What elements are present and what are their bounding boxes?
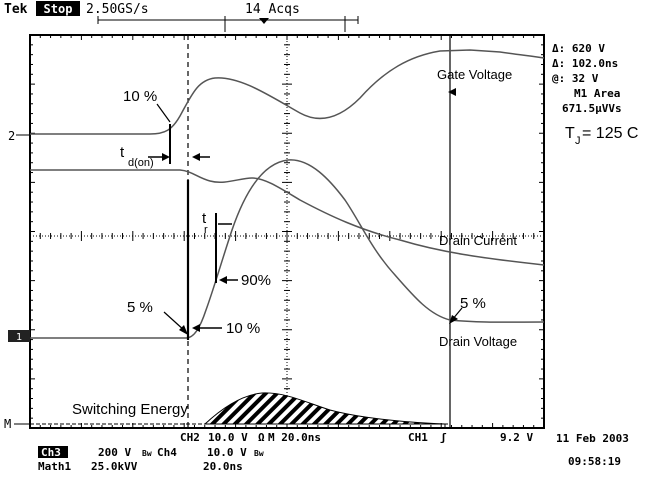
channel-1-marker-badge[interactable] xyxy=(8,330,30,342)
delta-voltage-readout: Δ: 620 V xyxy=(552,42,605,55)
cursor-readouts: Δ: 620 V Δ: 102.0ns @: 32 V M1 Area 671.… xyxy=(552,42,622,115)
drain-voltage-trace xyxy=(30,159,545,339)
brand-label: Tek xyxy=(4,2,28,17)
trigger-position-icon xyxy=(259,18,269,24)
pct5-right-label: 5 % xyxy=(460,295,486,312)
ch4-volts[interactable]: 10.0 V xyxy=(207,446,247,459)
delta-time-readout: Δ: 102.0ns xyxy=(552,57,618,70)
gate-voltage-trace xyxy=(30,49,545,135)
measurement-markup xyxy=(148,88,463,340)
ch2-scale-label[interactable]: CH2 xyxy=(180,431,200,444)
channel-1-marker: 1 xyxy=(16,332,22,343)
ch3-volts[interactable]: 200 V xyxy=(98,446,131,459)
run-state-badge xyxy=(36,1,80,16)
footer-readouts: CH2 10.0 V Ω M 20.0ns CH1 ʃ 9.2 V Ch3 20… xyxy=(38,431,629,473)
ch2-impedance: Ω xyxy=(258,431,265,444)
ch3-bandwidth: Bw xyxy=(142,449,152,458)
math-time[interactable]: 20.0ns xyxy=(203,460,243,473)
ch2-volts[interactable]: 10.0 V xyxy=(208,431,248,444)
junction-temp-label: T xyxy=(565,125,575,142)
record-length-bar xyxy=(97,16,359,32)
at-voltage-readout: @: 32 V xyxy=(552,72,599,85)
gate-voltage-label: Gate Voltage xyxy=(437,67,512,82)
trigger-source[interactable]: CH1 xyxy=(408,431,428,444)
td-on-subscript: d(on) xyxy=(128,157,154,169)
channel-2-marker[interactable]: 2 xyxy=(8,129,15,143)
trigger-slope-icon[interactable]: ʃ xyxy=(440,431,447,444)
drain-voltage-label: Drain Voltage xyxy=(439,334,517,349)
acquisition-count: 14 Acqs xyxy=(245,2,300,17)
area-value-readout: 671.5μVVs xyxy=(562,102,622,115)
timebase[interactable]: M 20.0ns xyxy=(268,431,321,444)
pct10-top-label: 10 % xyxy=(123,88,157,105)
pct5-left-label: 5 % xyxy=(127,299,153,316)
date-readout: 11 Feb 2003 xyxy=(556,432,629,445)
junction-temp-subscript: J xyxy=(575,135,581,147)
tr-label: t xyxy=(202,210,207,227)
junction-temp-value: = 125 C xyxy=(582,125,638,142)
tr-subscript: r xyxy=(204,224,208,236)
time-readout: 09:58:19 xyxy=(568,455,621,468)
ch3-label: Ch3 xyxy=(41,446,61,459)
ch4-bandwidth: Bw xyxy=(254,449,264,458)
ch4-label[interactable]: Ch4 xyxy=(157,446,177,459)
drain-current-label: Drain Current xyxy=(439,233,517,248)
td-on-label: t xyxy=(120,144,125,161)
trigger-level[interactable]: 9.2 V xyxy=(500,431,533,444)
pct90-label: 90% xyxy=(241,272,271,289)
run-state: Stop xyxy=(44,2,73,16)
graticule-ticks xyxy=(29,34,545,429)
switching-energy-label: Switching Energy xyxy=(72,401,188,418)
math-scale[interactable]: 25.0kVV xyxy=(91,460,138,473)
sample-rate: 2.50GS/s xyxy=(86,2,149,17)
area-label-readout: M1 Area xyxy=(574,87,620,100)
ch3-badge[interactable] xyxy=(38,446,68,458)
pct10-bottom-label: 10 % xyxy=(226,320,260,337)
math-marker[interactable]: M xyxy=(4,417,11,431)
drain-current-trace xyxy=(30,169,545,266)
switching-energy-area xyxy=(203,392,446,425)
math-label[interactable]: Math1 xyxy=(38,460,71,473)
